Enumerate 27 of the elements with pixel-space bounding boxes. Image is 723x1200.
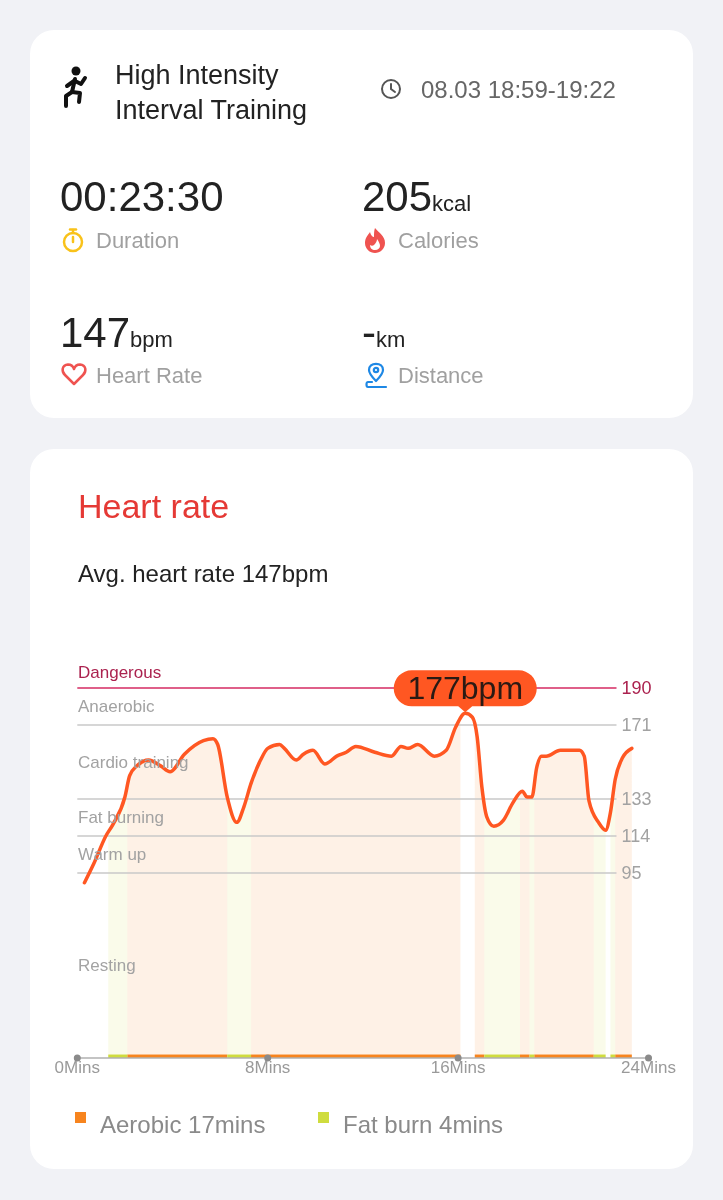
text: High Intensity Interval Training — [115, 60, 308, 125]
text: 08.03 18:59-19:22 — [421, 76, 616, 103]
y-tick-label: 95 — [621, 863, 642, 883]
ref-line-label: Dangerous — [78, 663, 162, 682]
text: 00:23:30 — [60, 173, 224, 220]
annotation: 177bpm — [407, 670, 524, 707]
text: Distance — [398, 363, 484, 388]
text: 147bpm — [60, 309, 173, 356]
text: -km — [362, 309, 406, 356]
x-tick-label: 0Mins — [54, 1058, 100, 1077]
text: Heart Rate — [96, 363, 203, 388]
y-tick-label: 171 — [621, 715, 652, 735]
y-tick-label: 133 — [621, 789, 652, 809]
legend-label: Aerobic 17mins — [100, 1111, 266, 1138]
text: Calories — [398, 228, 479, 253]
text: Duration — [96, 228, 180, 253]
legend-label: Fat burn 4mins — [343, 1111, 504, 1138]
ref-line-label: Anaerobic — [78, 697, 156, 716]
y-tick-label: 190 — [621, 678, 652, 698]
x-tick-label: 16Mins — [430, 1058, 486, 1077]
x-tick-label: 8Mins — [245, 1058, 291, 1077]
annotation: Resting — [78, 956, 136, 975]
text: 205kcal — [362, 173, 472, 220]
y-tick-label: 114 — [621, 826, 651, 846]
chart-title: Heart rate — [78, 487, 230, 525]
chart-subtitle: Avg. heart rate 147bpm — [78, 560, 329, 587]
x-tick-label: 24Mins — [621, 1058, 676, 1077]
